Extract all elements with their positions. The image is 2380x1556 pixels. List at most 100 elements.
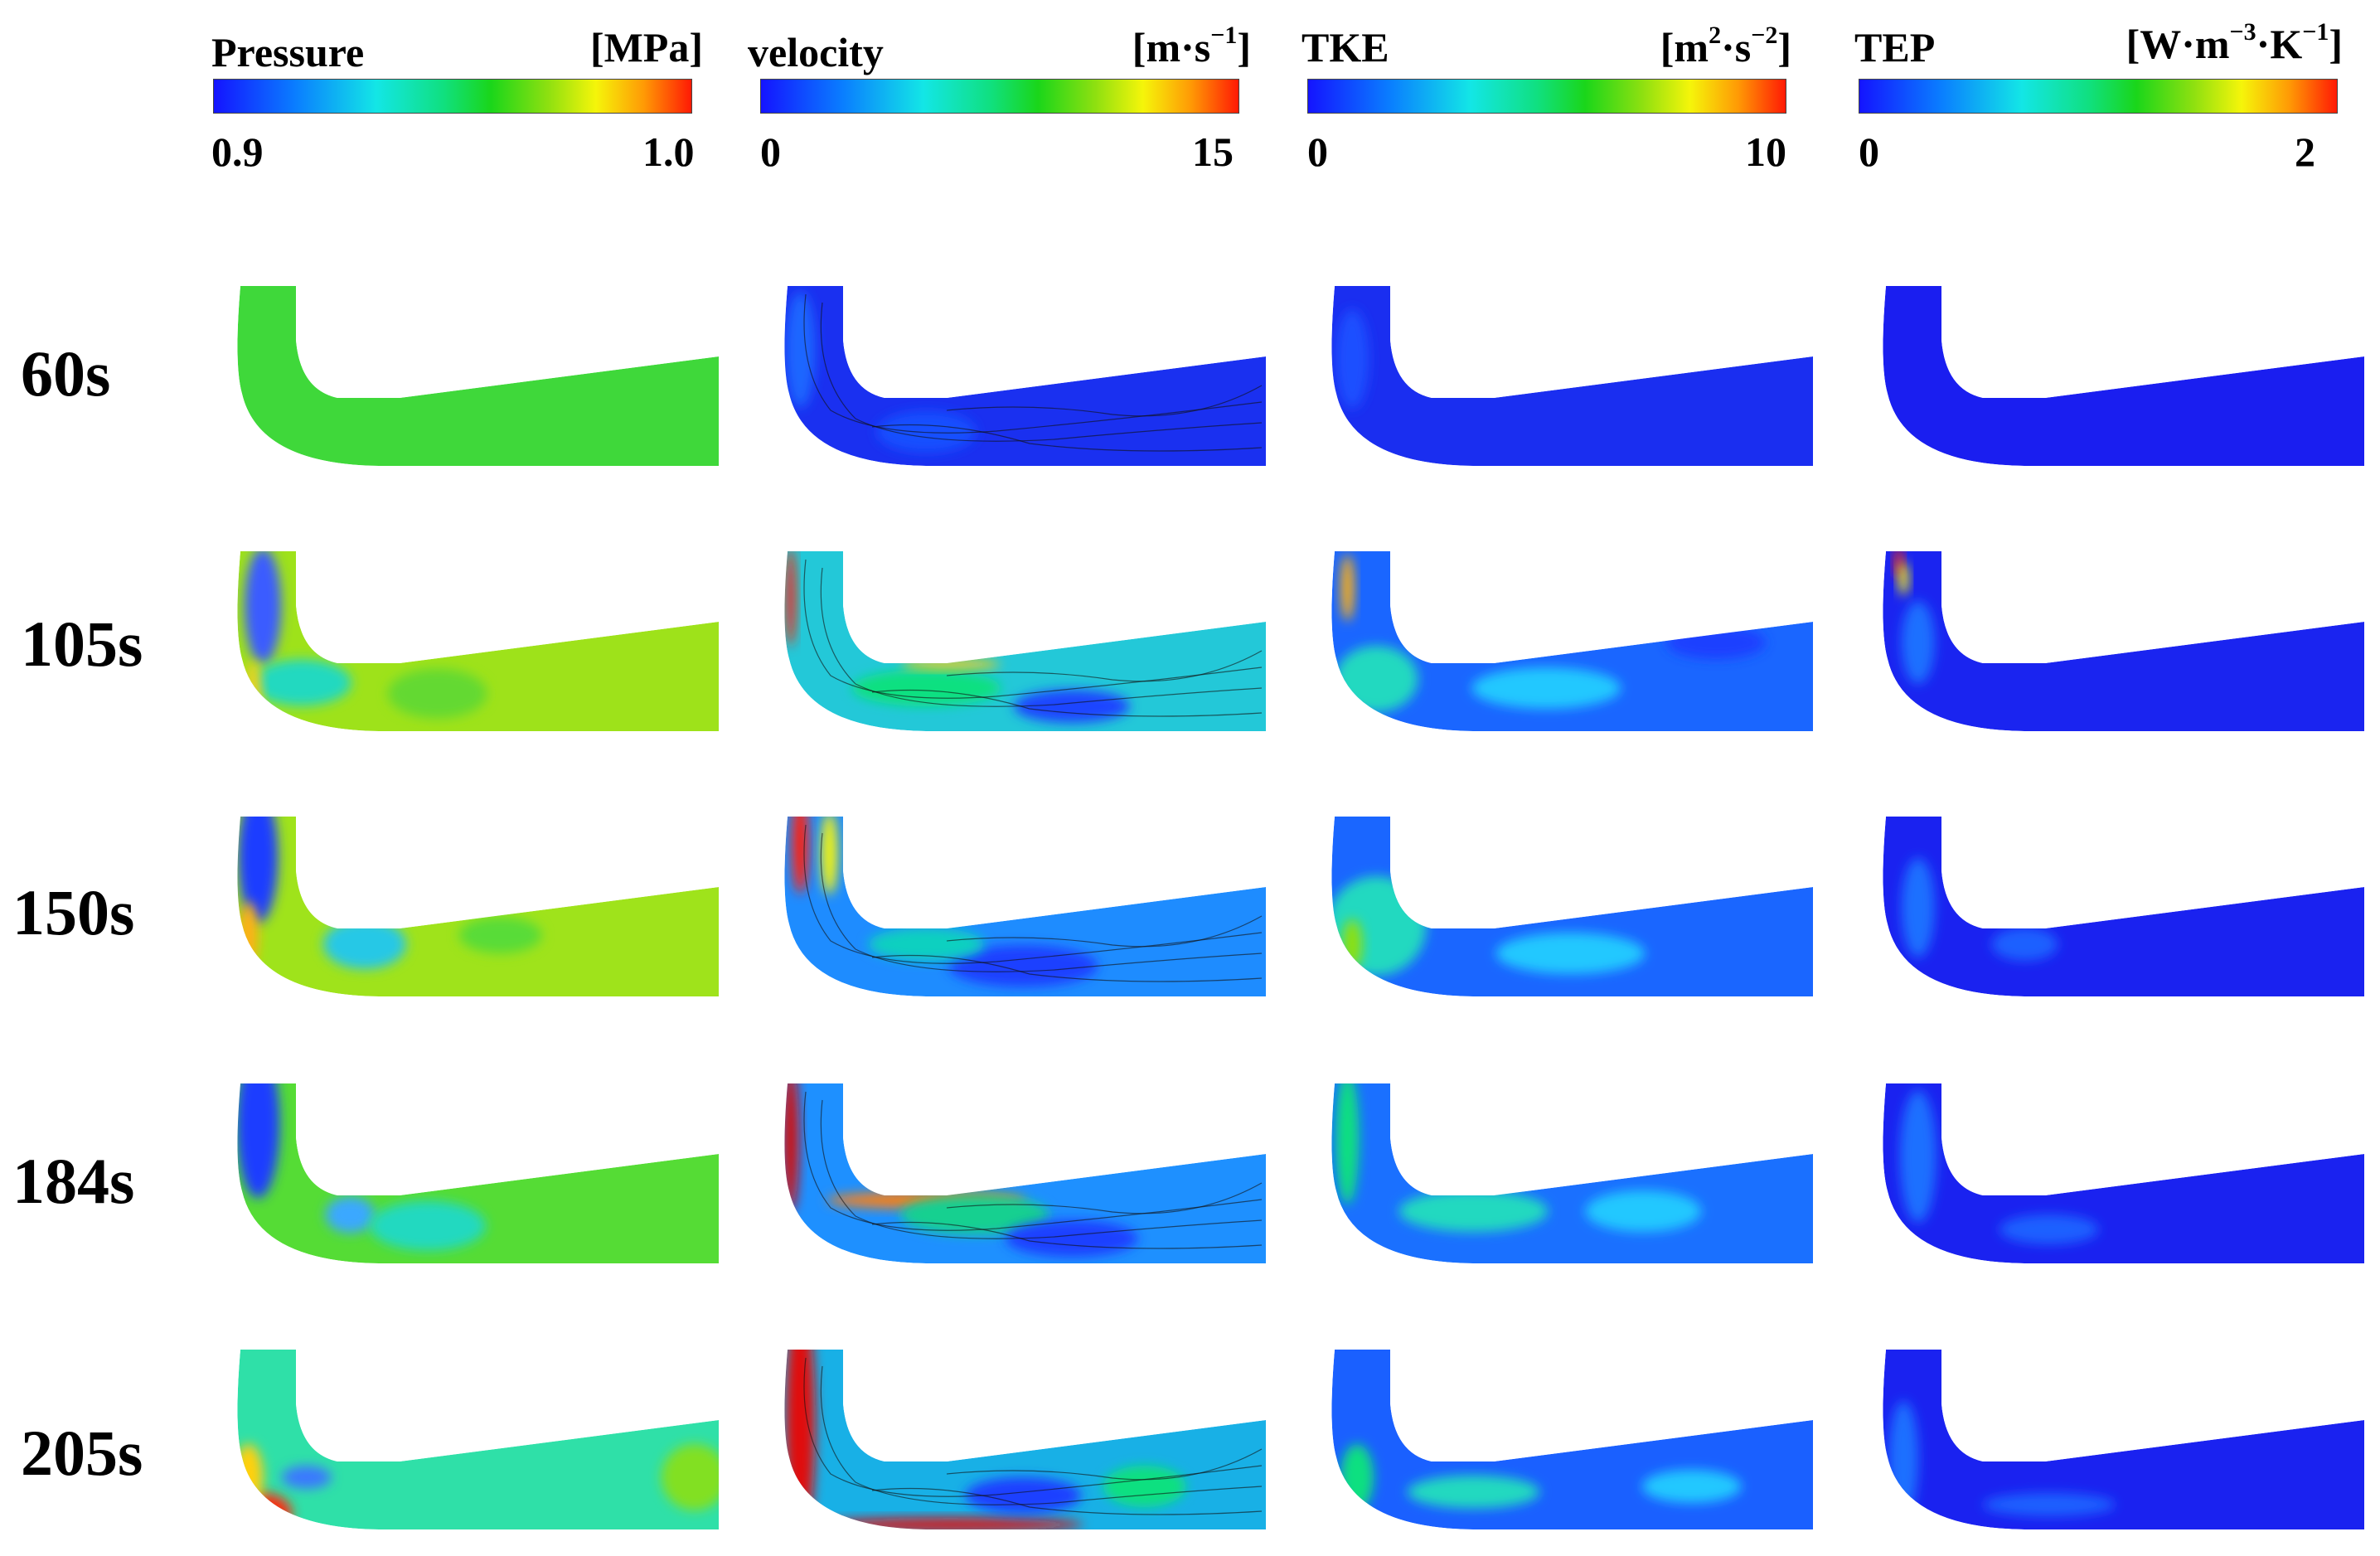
pressure-patch-150s-1 [238, 817, 279, 923]
velocity-contour-184s [784, 1083, 1266, 1263]
velocity-streamline-60s-2 [820, 302, 1263, 442]
legend-tep-unit: [W·m−3·K−1] [2126, 20, 2343, 67]
tke-patch-184s-1 [1335, 1083, 1360, 1205]
pressure-patch-150s-3 [238, 902, 259, 968]
legend-pressure-max: 1.0 [642, 128, 695, 175]
tep-field-60s [1883, 286, 2364, 466]
velocity-streamline-150s-3 [871, 954, 1263, 982]
pressure-field-205s [237, 1350, 719, 1529]
velocity-patch-150s-4 [868, 928, 985, 961]
legend-tke-unit-exp-2: −2 [1751, 22, 1778, 49]
tep-field-184s [1883, 1083, 2364, 1263]
velocity-patch-60s-2 [876, 411, 977, 453]
legend-pressure-title: Pressure [211, 29, 365, 75]
tke-field-60s [1331, 286, 1813, 466]
tke-patch-150s-1 [1331, 876, 1427, 976]
legend-tep-max: 2 [2295, 128, 2315, 175]
velocity-streamline-184s-3 [871, 1221, 1263, 1249]
pressure-patch-105s-4 [245, 660, 262, 727]
tep-patch-205s-1 [1888, 1401, 1919, 1517]
legend-tke-min: 0 [1307, 128, 1328, 175]
legend-velocity-max: 15 [1192, 128, 1234, 175]
legend-tep-colorbar [1859, 79, 2338, 114]
legend-velocity-unit-exp: −1 [1210, 22, 1238, 49]
velocity-patch-105s-1 [785, 551, 796, 647]
velocity-contour-105s [784, 551, 1266, 731]
velocity-streamline-60s-3 [871, 424, 1263, 452]
velocity-contour-60s [784, 286, 1266, 466]
tke-contour-60s [1331, 286, 1813, 466]
velocity-patch-105s-4 [900, 659, 1001, 670]
tep-patch-105s-2 [1898, 562, 1909, 595]
legend-tke-unit-close: ] [1777, 24, 1791, 70]
pressure-contour-60s [237, 286, 719, 466]
tep-patch-105s-3 [1901, 601, 1935, 684]
tke-patch-205s-3 [1641, 1470, 1742, 1503]
tep-contour-205s [1883, 1350, 2364, 1529]
pressure-contour-205s [237, 1350, 719, 1529]
tke-contour-184s [1331, 1083, 1813, 1263]
pressure-patch-184s-1 [237, 1083, 280, 1199]
tke-patch-105s-4 [1666, 626, 1766, 659]
tke-patch-150s-2 [1342, 919, 1363, 969]
row-label-150s: 150s [12, 876, 135, 948]
tke-patch-105s-3 [1471, 667, 1621, 709]
tke-field-205s [1331, 1350, 1813, 1529]
legend-pressure-colorbar [213, 79, 692, 114]
velocity-patch-105s-2 [851, 670, 1001, 706]
pressure-patch-150s-4 [458, 917, 542, 953]
tep-contour-105s [1883, 551, 2364, 731]
tke-contour-105s [1331, 551, 1813, 731]
pressure-patch-205s-3 [281, 1466, 332, 1489]
pressure-patch-105s-1 [245, 551, 282, 664]
velocity-streamline-60s-4 [946, 385, 1263, 417]
tep-contour-150s [1883, 817, 2364, 996]
pressure-patch-105s-3 [387, 668, 487, 719]
legend-velocity-colorbar [760, 79, 1239, 114]
velocity-patch-60s-1 [785, 292, 816, 408]
legend-tke-unit-exp-1: 2 [1709, 22, 1722, 49]
legend-tke-unit-base: [m [1660, 24, 1709, 70]
tke-contour-205s [1331, 1350, 1813, 1529]
legend-tke-colorbar [1307, 79, 1786, 114]
velocity-patch-150s-2 [821, 817, 838, 894]
legend-pressure-unit: [MPa] [590, 27, 703, 68]
legend-velocity-unit: [m·s−1] [1132, 23, 1251, 70]
tep-patch-150s-2 [1991, 928, 2058, 961]
pressure-patch-205s-1 [237, 1493, 293, 1529]
row-label-105s: 105s [21, 608, 143, 680]
tep-patch-184s-1 [1899, 1090, 1936, 1223]
legend-tep-min: 0 [1859, 128, 1879, 175]
tep-contour-184s [1883, 1083, 2364, 1263]
pressure-field-60s [237, 286, 719, 466]
tke-contour-150s [1331, 817, 1813, 996]
velocity-streamline-205s-4 [946, 1448, 1263, 1481]
pressure-patch-105s-2 [251, 659, 351, 706]
velocity-field-60s [784, 286, 1266, 466]
tke-patch-105s-1 [1340, 555, 1355, 621]
legend-velocity-min: 0 [760, 128, 781, 175]
tep-field-205s [1883, 1350, 2364, 1529]
pressure-contour-105s [237, 551, 719, 731]
tke-field-150s [1331, 817, 1813, 996]
velocity-streamline-184s-4 [946, 1182, 1263, 1214]
legend-tep-unit-exp-1: −3 [2229, 18, 2256, 46]
pressure-contour-184s [237, 1083, 719, 1263]
legend-tep-unit-mid: ·K [2256, 21, 2303, 67]
velocity-patch-184s-1 [784, 1083, 799, 1213]
velocity-streamline-150s-2 [820, 832, 1263, 972]
tep-patch-205s-2 [1982, 1493, 2116, 1516]
velocity-streamline-105s-3 [871, 689, 1263, 717]
legend-pressure-unit-text: [MPa] [589, 24, 703, 70]
velocity-contour-205s [784, 1350, 1266, 1529]
legend-pressure-min: 0.9 [211, 128, 264, 175]
legend-velocity-unit-close: ] [1237, 24, 1251, 70]
pressure-patch-205s-2 [237, 1444, 264, 1510]
tep-patch-150s-1 [1901, 858, 1935, 957]
tep-field-150s [1883, 817, 2364, 996]
pressure-patch-205s-4 [661, 1444, 719, 1510]
pressure-patch-184s-2 [325, 1196, 376, 1234]
tke-patch-184s-3 [1585, 1190, 1702, 1232]
velocity-patch-105s-3 [1014, 690, 1130, 723]
tke-patch-60s-1 [1335, 309, 1369, 409]
